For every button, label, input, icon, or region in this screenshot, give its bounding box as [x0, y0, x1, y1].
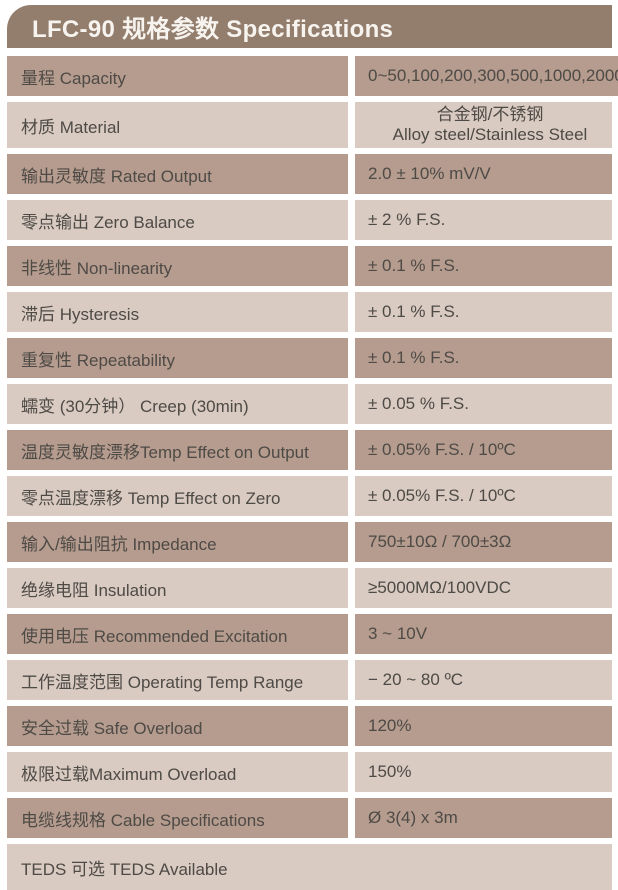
spec-value: ± 0.05 % F.S.	[355, 384, 612, 424]
spec-label: 零点温度漂移 Temp Effect on Zero	[7, 476, 348, 516]
spec-value: 150%	[355, 752, 612, 792]
spec-label: 重复性 Repeatability	[7, 338, 348, 378]
spec-label: 安全过载 Safe Overload	[7, 706, 348, 746]
spec-label: 输出灵敏度 Rated Output	[7, 154, 348, 194]
spec-value: ± 0.1 % F.S.	[355, 292, 612, 332]
row-maximum-overload: 极限过载Maximum Overload 150%	[7, 752, 612, 792]
spec-value: 750±10Ω / 700±3Ω	[355, 522, 612, 562]
spec-value: ± 0.05% F.S. / 10ºC	[355, 430, 612, 470]
row-zero-balance: 零点输出 Zero Balance ± 2 % F.S.	[7, 200, 612, 240]
spec-label: 极限过载Maximum Overload	[7, 752, 348, 792]
spec-label: 量程 Capacity	[7, 56, 348, 96]
row-excitation: 使用电压 Recommended Excitation 3 ~ 10V	[7, 614, 612, 654]
spec-value: 0~50,100,200,300,500,1000,2000kg	[355, 56, 618, 96]
spec-value: ± 2 % F.S.	[355, 200, 612, 240]
row-material: 材质 Material 合金钢/不锈钢 Alloy steel/Stainles…	[7, 102, 612, 148]
spec-label: 滞后 Hysteresis	[7, 292, 348, 332]
spec-value: ± 0.05% F.S. / 10ºC	[355, 476, 612, 516]
spec-label: 工作温度范围 Operating Temp Range	[7, 660, 348, 700]
spec-label: 电缆线规格 Cable Specifications	[7, 798, 348, 838]
spec-label: 材质 Material	[7, 102, 348, 148]
specifications-table: 量程 Capacity 0~50,100,200,300,500,1000,20…	[7, 56, 618, 890]
row-teds-available: TEDS 可选 TEDS Available	[7, 844, 612, 890]
spec-value: 120%	[355, 706, 612, 746]
row-temp-effect-zero: 零点温度漂移 Temp Effect on Zero ± 0.05% F.S. …	[7, 476, 612, 516]
spec-label: 输入/输出阻抗 Impedance	[7, 522, 348, 562]
row-creep: 蠕变 (30分钟） Creep (30min) ± 0.05 % F.S.	[7, 384, 612, 424]
spec-value: Ø 3(4) x 3m	[355, 798, 612, 838]
row-cable-specifications: 电缆线规格 Cable Specifications Ø 3(4) x 3m	[7, 798, 612, 838]
spec-value: 合金钢/不锈钢 Alloy steel/Stainless Steel	[355, 102, 612, 148]
spec-label: 绝缘电阻 Insulation	[7, 568, 348, 608]
row-safe-overload: 安全过载 Safe Overload 120%	[7, 706, 612, 746]
spec-value: 3 ~ 10V	[355, 614, 612, 654]
spec-label: 使用电压 Recommended Excitation	[7, 614, 348, 654]
page-title-bar: LFC-90 规格参数 Specifications	[7, 5, 612, 48]
spec-value: ≥5000MΩ/100VDC	[355, 568, 612, 608]
spec-label: 零点输出 Zero Balance	[7, 200, 348, 240]
spec-value: ± 0.1 % F.S.	[355, 246, 612, 286]
spec-value: 2.0 ± 10% mV/V	[355, 154, 612, 194]
row-operating-temp-range: 工作温度范围 Operating Temp Range − 20 ~ 80 ºC	[7, 660, 612, 700]
spec-value: ± 0.1 % F.S.	[355, 338, 612, 378]
page-title: LFC-90 规格参数 Specifications	[32, 16, 394, 43]
spec-value-cn: 合金钢/不锈钢	[436, 104, 544, 124]
row-repeatability: 重复性 Repeatability ± 0.1 % F.S.	[7, 338, 612, 378]
row-insulation: 绝缘电阻 Insulation ≥5000MΩ/100VDC	[7, 568, 612, 608]
spec-label: 温度灵敏度漂移Temp Effect on Output	[7, 430, 348, 470]
row-hysteresis: 滞后 Hysteresis ± 0.1 % F.S.	[7, 292, 612, 332]
row-temp-effect-output: 温度灵敏度漂移Temp Effect on Output ± 0.05% F.S…	[7, 430, 612, 470]
row-capacity: 量程 Capacity 0~50,100,200,300,500,1000,20…	[7, 56, 618, 96]
spec-value: − 20 ~ 80 ºC	[355, 660, 612, 700]
spec-label: 非线性 Non-linearity	[7, 246, 348, 286]
row-rated-output: 输出灵敏度 Rated Output 2.0 ± 10% mV/V	[7, 154, 612, 194]
spec-label: TEDS 可选 TEDS Available	[7, 844, 612, 890]
spec-value-en: Alloy steel/Stainless Steel	[392, 125, 588, 144]
row-impedance: 输入/输出阻抗 Impedance 750±10Ω / 700±3Ω	[7, 522, 612, 562]
row-non-linearity: 非线性 Non-linearity ± 0.1 % F.S.	[7, 246, 612, 286]
spec-label: 蠕变 (30分钟） Creep (30min)	[7, 384, 348, 424]
